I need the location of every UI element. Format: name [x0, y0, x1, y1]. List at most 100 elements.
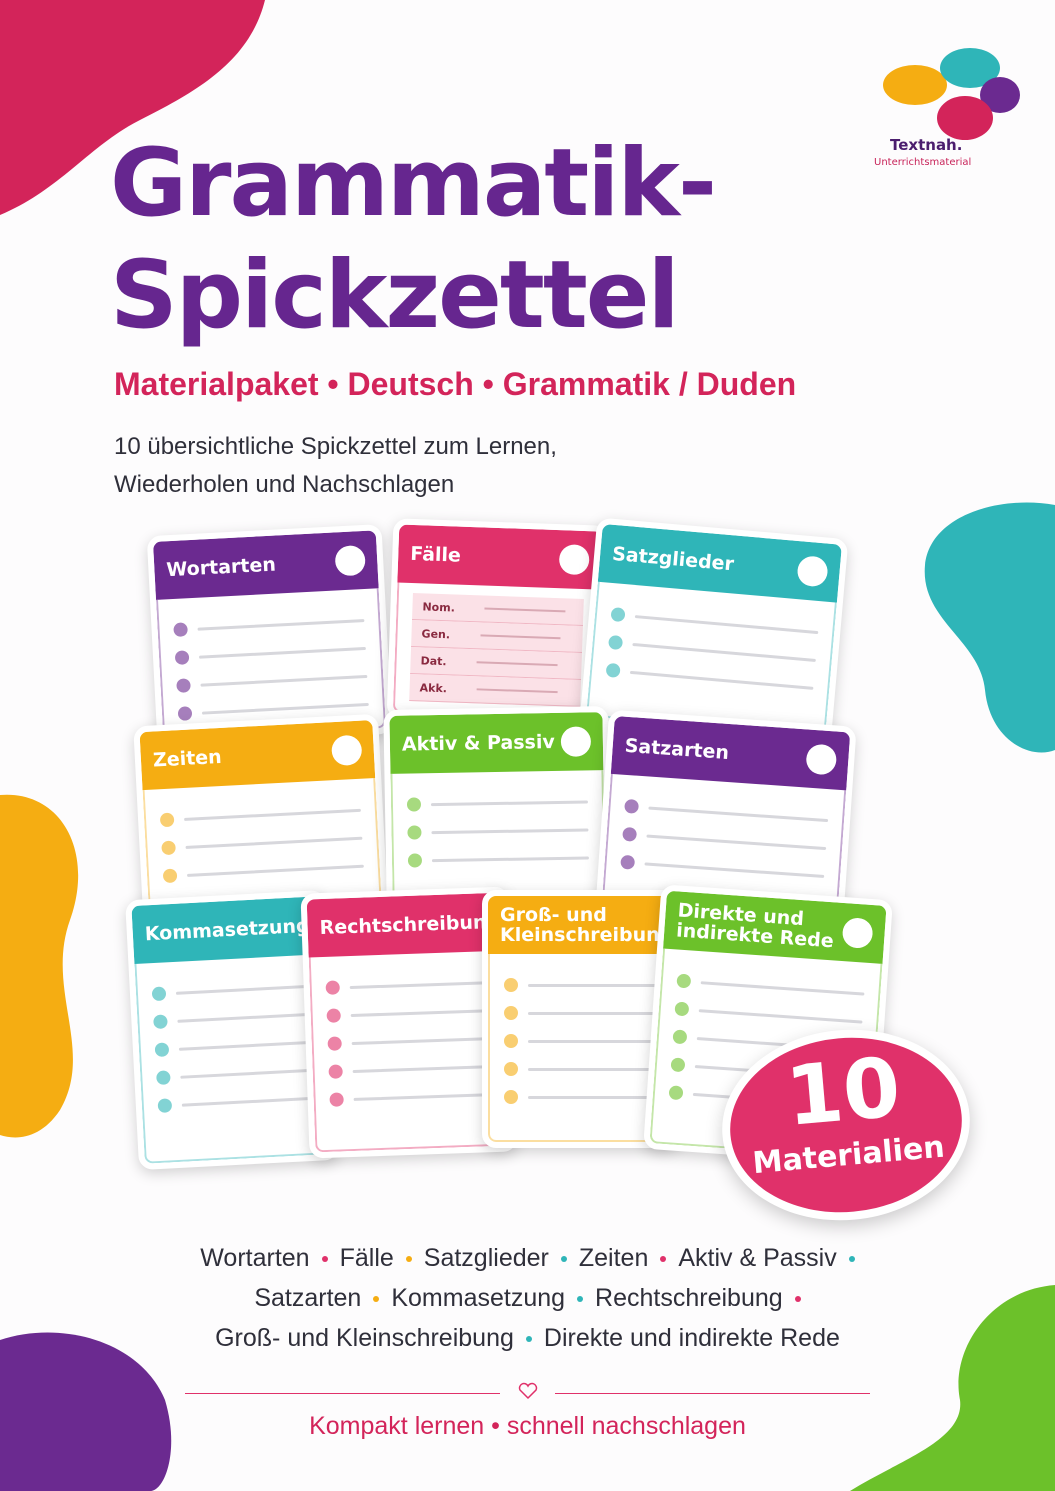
- bullet-icon: [177, 706, 193, 721]
- card-body: [390, 770, 606, 899]
- logo-tagline: Unterrichtsmaterial: [874, 157, 972, 168]
- line: [629, 670, 814, 690]
- line: [177, 1012, 310, 1023]
- blob: [0, 794, 79, 1138]
- bullet-icon: [676, 973, 692, 989]
- heart-icon: [518, 1382, 538, 1400]
- separator-dot: [373, 1296, 380, 1303]
- line: [350, 1008, 491, 1017]
- bullet-icon: [504, 978, 518, 992]
- bullet-icon: [504, 1006, 518, 1020]
- card: Aktiv & Passiv: [383, 706, 612, 905]
- line: [185, 836, 363, 849]
- topic: Satzglieder: [423, 1244, 549, 1272]
- bullet-icon: [406, 797, 422, 812]
- bullet-icon: [674, 1001, 690, 1017]
- text-line: [159, 803, 361, 828]
- topic-list: Wortarten Fälle Satzglieder Zeiten Aktiv & P…: [0, 1238, 1055, 1358]
- line: [632, 642, 816, 662]
- title-line: Grammatik-: [110, 129, 717, 238]
- line: [178, 1040, 311, 1051]
- bullet-icon: [407, 853, 423, 868]
- card-body: [308, 950, 512, 1153]
- bullet-icon: [670, 1057, 686, 1073]
- bullet-icon: [159, 812, 175, 828]
- bullet-icon: [672, 1029, 688, 1045]
- card-title: Wortarten: [165, 553, 277, 582]
- line: [644, 861, 825, 878]
- text-line: [325, 975, 490, 995]
- topic-line: Groß- und Kleinschreibung Direkte und ind…: [0, 1318, 1055, 1358]
- case-label: Dat.: [420, 653, 447, 668]
- bullet-icon: [624, 798, 640, 814]
- card-icon: [330, 734, 363, 767]
- bullet-icon: [162, 868, 178, 884]
- bullet-icon: [153, 1014, 168, 1030]
- line: [700, 980, 865, 996]
- text-line: [156, 1063, 313, 1086]
- bullet-icon: [622, 826, 638, 842]
- bullet-icon: [328, 1064, 343, 1079]
- line: [528, 1039, 658, 1043]
- text-line: [504, 1034, 658, 1048]
- bullet-icon: [605, 662, 621, 678]
- bullet-icon: [329, 1092, 344, 1107]
- description: 10 übersichtliche Spickzettel zum Lernen…: [114, 428, 557, 504]
- line: [353, 1092, 494, 1101]
- logo-mark: [883, 48, 1020, 140]
- line: [698, 1008, 863, 1024]
- bullet-icon: [154, 1042, 170, 1058]
- text-line: [620, 854, 825, 883]
- topic: Rechtschreibung: [595, 1284, 783, 1312]
- description-line: 10 übersichtliche Spickzettel zum Lernen…: [114, 433, 557, 460]
- bullet-icon: [176, 678, 191, 693]
- line: [180, 1068, 313, 1079]
- line: [431, 855, 589, 862]
- topic: Zeiten: [578, 1244, 649, 1272]
- card: Fälle Nom. Gen. Dat. Akk.: [386, 518, 609, 726]
- card-title: Kommasetzung: [144, 914, 311, 946]
- topic-line: Satzarten Kommasetzung Rechtschreibung: [0, 1278, 1055, 1318]
- text-line: [504, 1090, 658, 1104]
- text-line: [406, 794, 588, 812]
- topic: Groß- und Kleinschreibung: [215, 1324, 514, 1352]
- topic: Direkte und indirekte Rede: [543, 1324, 840, 1352]
- bullet-icon: [173, 622, 188, 638]
- card-icon: [560, 726, 592, 757]
- separator-dot: [577, 1296, 584, 1303]
- card-title: Satzglieder: [611, 542, 735, 576]
- separator-dot: [660, 1256, 667, 1263]
- line: [479, 634, 561, 640]
- text-line: [154, 1035, 312, 1058]
- description-line: Wiederholen und Nachschlagen: [114, 471, 455, 498]
- card-header: Aktiv & Passiv: [389, 712, 604, 774]
- card-body: [142, 777, 382, 910]
- card: Groß- und KleinschreibungAa: [482, 890, 680, 1148]
- line: [634, 614, 819, 634]
- bullet-icon: [156, 1070, 171, 1086]
- card-icon: [841, 917, 874, 950]
- card-header: Rechtschreibung: [306, 892, 518, 958]
- line: [528, 1095, 658, 1099]
- title: Grammatik- Spickzettel: [110, 128, 717, 352]
- line: [476, 661, 558, 667]
- line: [648, 806, 829, 822]
- line: [175, 984, 308, 995]
- line: [198, 646, 366, 659]
- text-line: [407, 822, 589, 840]
- line: [186, 864, 364, 877]
- card-title: Rechtschreibung: [319, 910, 501, 940]
- line: [181, 1096, 314, 1107]
- topic: Fälle: [339, 1244, 394, 1272]
- text-line: [161, 831, 363, 856]
- line: [197, 618, 365, 631]
- line: [528, 1067, 658, 1071]
- card-icon: [334, 544, 366, 577]
- text-line: [157, 1091, 315, 1113]
- card-icon: [796, 555, 829, 588]
- text-line: [622, 826, 827, 855]
- bullet-icon: [327, 1036, 342, 1051]
- subtitle: Materialpaket • Deutsch • Grammatik / Du…: [114, 366, 797, 402]
- text-line: [504, 978, 658, 992]
- card-title: Groß- und Kleinschreibung: [500, 904, 674, 946]
